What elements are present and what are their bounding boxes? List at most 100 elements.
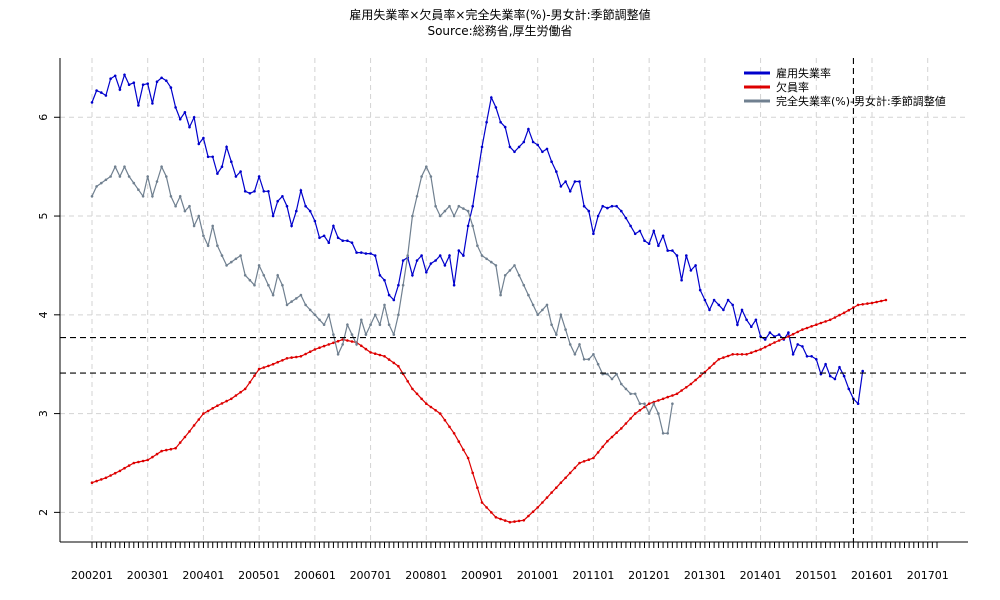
series-2-point — [220, 402, 224, 405]
series-2-point — [443, 418, 447, 422]
series-3-point — [429, 175, 433, 178]
series-3-point — [327, 313, 331, 317]
series-1-point — [132, 81, 136, 84]
series-3-point — [550, 323, 553, 327]
series-3-point — [527, 293, 530, 297]
series-3-point — [137, 188, 140, 191]
series-1-point — [815, 358, 818, 361]
series-2-point — [712, 362, 716, 365]
series-1-point — [295, 209, 298, 213]
series-2-point — [397, 364, 400, 368]
series-3-point — [378, 323, 382, 327]
series-3-point — [643, 402, 646, 406]
series-2-point — [234, 394, 238, 397]
series-1-point — [708, 308, 711, 312]
series-2-point — [206, 409, 210, 413]
series-1-point — [452, 283, 456, 287]
series-3-point — [466, 209, 470, 213]
series-2-point — [513, 520, 516, 523]
series-1-point — [787, 331, 790, 334]
series-1-point — [415, 259, 419, 262]
series-2-point — [791, 332, 795, 336]
series-2-point — [346, 339, 349, 342]
series-2-point — [350, 340, 354, 343]
series-1-point — [791, 353, 795, 356]
series-2-point — [633, 412, 637, 415]
series-2-point — [568, 471, 572, 475]
series-2-point — [768, 343, 772, 347]
series-3-point — [346, 323, 349, 327]
series-2-point — [100, 478, 103, 481]
series-3-point — [216, 244, 219, 247]
series-1-point — [615, 204, 618, 208]
series-3-point — [438, 214, 442, 218]
series-3-point — [271, 293, 275, 297]
series-1-point — [494, 106, 498, 109]
series-2-point — [95, 479, 98, 483]
series-3-point — [160, 165, 163, 168]
series-1-point — [652, 229, 656, 233]
series-2-point — [708, 366, 711, 370]
series-2-point — [104, 476, 108, 480]
series-1-point — [675, 254, 679, 257]
series-2-point — [216, 404, 219, 408]
series-2-point — [531, 510, 535, 513]
series-1-point — [438, 254, 442, 257]
series-2-point — [304, 352, 307, 356]
series-3-point — [448, 204, 451, 208]
series-2-point — [884, 298, 888, 302]
series-3-point — [490, 260, 493, 264]
series-1-point — [531, 140, 535, 144]
series-3-point — [541, 308, 544, 312]
series-2-point — [777, 339, 781, 342]
series-2-point — [165, 448, 168, 452]
series-1-point — [555, 170, 558, 173]
legend-label-2: 欠員率 — [776, 80, 809, 94]
series-2-point — [137, 460, 140, 464]
series-2-point — [118, 469, 122, 473]
series-1-point — [332, 224, 335, 228]
series-2-point — [127, 464, 131, 467]
series-2-point — [257, 367, 261, 371]
series-1-point — [731, 303, 734, 307]
series-3-point — [132, 181, 136, 185]
series-3-point — [485, 257, 488, 261]
series-3-point — [471, 224, 475, 228]
series-1-point — [601, 204, 604, 208]
series-3-point — [564, 328, 567, 331]
series-2-point — [661, 397, 665, 401]
series-1-point — [736, 323, 739, 327]
x-tick-label: 201601 — [851, 569, 893, 582]
series-3-point — [425, 165, 428, 168]
series-2-point — [239, 390, 242, 394]
series-1-point — [722, 308, 725, 312]
series-3-point — [531, 303, 535, 307]
series-2-point — [290, 356, 293, 359]
series-3-point — [104, 178, 108, 182]
series-3-point — [480, 254, 484, 257]
series-1-point — [490, 96, 493, 99]
series-1-point — [810, 355, 813, 358]
series-1-point — [113, 74, 117, 78]
series-3-point — [573, 353, 577, 356]
series-3-point — [508, 269, 512, 272]
legend-label-1: 雇用失業率 — [776, 66, 831, 80]
series-2-point — [541, 501, 544, 504]
series-1-point — [127, 83, 131, 86]
series-3-point — [383, 303, 386, 307]
series-2-point — [624, 422, 628, 425]
series-1-point — [100, 91, 103, 94]
series-2-point — [262, 366, 266, 369]
series-1-point — [499, 120, 502, 124]
series-1-point — [606, 206, 609, 210]
series-2-point — [253, 374, 256, 378]
series-1-point — [206, 155, 210, 159]
series-2-point — [373, 352, 377, 356]
series-1-point — [90, 101, 94, 104]
series-3-point — [304, 303, 307, 307]
series-2-point — [861, 303, 864, 306]
series-1-point — [276, 199, 280, 203]
series-2-point — [620, 427, 623, 430]
series-1-point — [726, 298, 730, 302]
